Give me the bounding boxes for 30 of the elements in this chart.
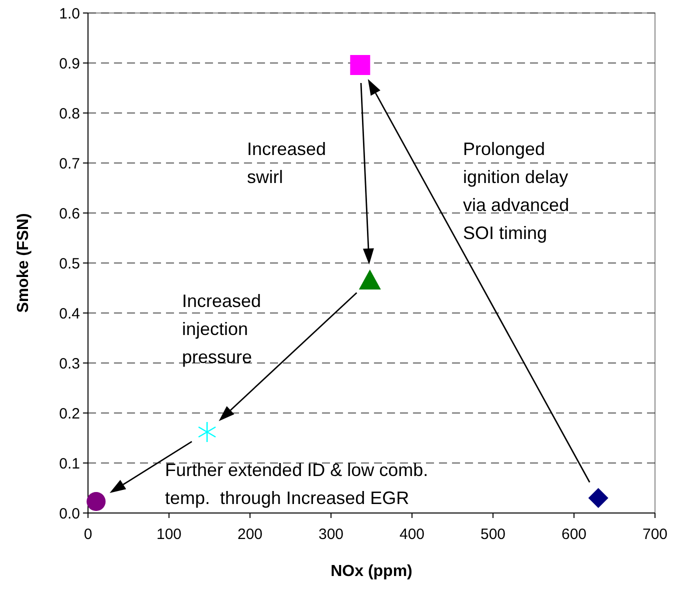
x-tick-label: 200 [237, 526, 263, 543]
y-tick-label: 0.9 [59, 55, 80, 72]
y-tick-label: 0.2 [59, 405, 80, 422]
annotation: Prolonged ignition delay via advanced SOI timing [463, 139, 570, 243]
point [358, 270, 381, 290]
y-tick-label: 0.0 [59, 505, 80, 522]
annotation: Further extended ID & low comb. temp. through Increased EGR [165, 460, 428, 508]
x-tick-label: 700 [642, 526, 668, 543]
x-tick-label: 0 [84, 526, 92, 543]
y-tick-label: 0.6 [59, 205, 80, 222]
y-tick-label: 0.5 [59, 255, 80, 272]
x-tick-label: 400 [399, 526, 425, 543]
x-axis-title: NOx (ppm) [330, 563, 412, 580]
x-tick-label: 100 [156, 526, 182, 543]
y-tick-label: 0.1 [59, 455, 80, 472]
point [198, 421, 216, 443]
y-axis-title: Smoke (FSN) [15, 213, 32, 313]
y-tick-label: 0.7 [59, 155, 80, 172]
annotation: Increased swirl [247, 139, 326, 187]
y-tick-label: 0.3 [59, 355, 80, 372]
x-tick-label: 500 [480, 526, 506, 543]
point [588, 488, 608, 508]
y-tick-label: 1.0 [59, 5, 80, 22]
point [86, 492, 106, 511]
y-tick-label: 0.8 [59, 105, 80, 122]
point [350, 55, 370, 75]
annotation: Increased injection pressure [182, 291, 262, 367]
x-tick-label: 600 [561, 526, 587, 543]
x-tick-label: 300 [318, 526, 344, 543]
y-tick-label: 0.4 [59, 305, 80, 322]
